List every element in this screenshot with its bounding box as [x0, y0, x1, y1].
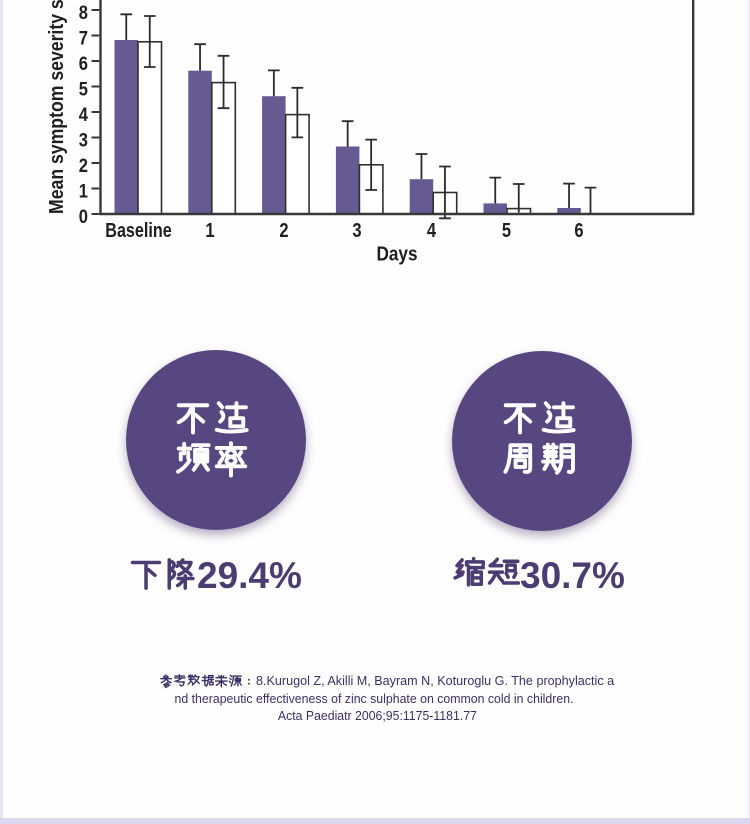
svg-text:7: 7: [79, 28, 88, 49]
svg-text:29.4%: 29.4%: [197, 555, 302, 596]
svg-text:8: 8: [79, 3, 88, 24]
svg-text:6: 6: [574, 220, 583, 242]
svg-text:Acta Paediatr 2006;95:1175-118: Acta Paediatr 2006;95:1175-1181.77: [278, 709, 477, 723]
svg-text:8.Kurugol Z, Akilli M, Bayram: 8.Kurugol Z, Akilli M, Bayram N, Koturog…: [256, 674, 614, 688]
svg-text:1: 1: [205, 220, 214, 242]
svg-text:1: 1: [79, 181, 89, 202]
svg-text:5: 5: [502, 220, 511, 242]
svg-text:2: 2: [279, 220, 288, 242]
svg-text:2: 2: [79, 156, 88, 177]
svg-text:4: 4: [79, 105, 89, 126]
svg-text:Baseline: Baseline: [105, 220, 171, 242]
svg-text:3: 3: [79, 130, 88, 151]
svg-text:0: 0: [79, 207, 88, 228]
svg-text:Days: Days: [377, 244, 418, 266]
svg-text:nd therapeutic effectiveness o: nd therapeutic effectiveness of zinc sul…: [175, 692, 574, 706]
svg-text:5: 5: [79, 79, 89, 100]
svg-text:Mean symptom severity score: Mean symptom severity score: [46, 0, 68, 214]
svg-text:3: 3: [352, 220, 361, 242]
svg-text:4: 4: [427, 220, 437, 242]
svg-text:6: 6: [79, 54, 88, 75]
svg-text:30.7%: 30.7%: [520, 555, 625, 596]
